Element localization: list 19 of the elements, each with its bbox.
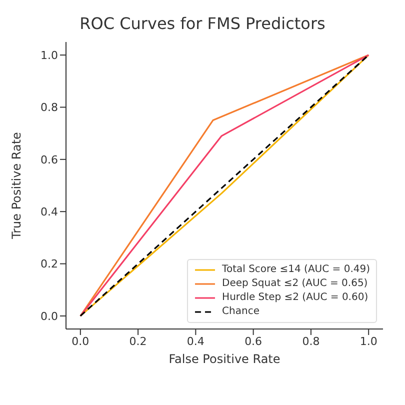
y-tick-label: 1.0: [40, 48, 58, 62]
y-axis-title: True Positive Rate: [9, 132, 24, 240]
y-tick-label: 0.6: [40, 153, 58, 166]
y-tick-label: 0.2: [40, 258, 58, 271]
legend-label: Total Score ≤14 (AUC = 0.49): [222, 263, 370, 277]
x-tick-label: 0.6: [244, 334, 262, 348]
y-tick-label: 0.8: [40, 101, 58, 114]
y-tick-label: 0.0: [40, 310, 58, 323]
x-tick-label: 0.2: [129, 334, 147, 348]
y-tick-label: 0.4: [40, 205, 58, 218]
x-tick-label: 0.8: [302, 334, 320, 348]
legend-label: Chance: [222, 305, 260, 319]
x-tick-label: 0.0: [72, 334, 90, 348]
x-tick-label: 0.4: [186, 334, 204, 348]
x-axis-title: False Positive Rate: [168, 352, 280, 366]
legend-label: Hurdle Step ≤2 (AUC = 0.60): [222, 291, 368, 305]
legend-label: Deep Squat ≤2 (AUC = 0.65): [222, 277, 368, 291]
chart-title: ROC Curves for FMS Predictors: [78, 14, 326, 33]
x-tick-label: 1.0: [360, 334, 378, 348]
